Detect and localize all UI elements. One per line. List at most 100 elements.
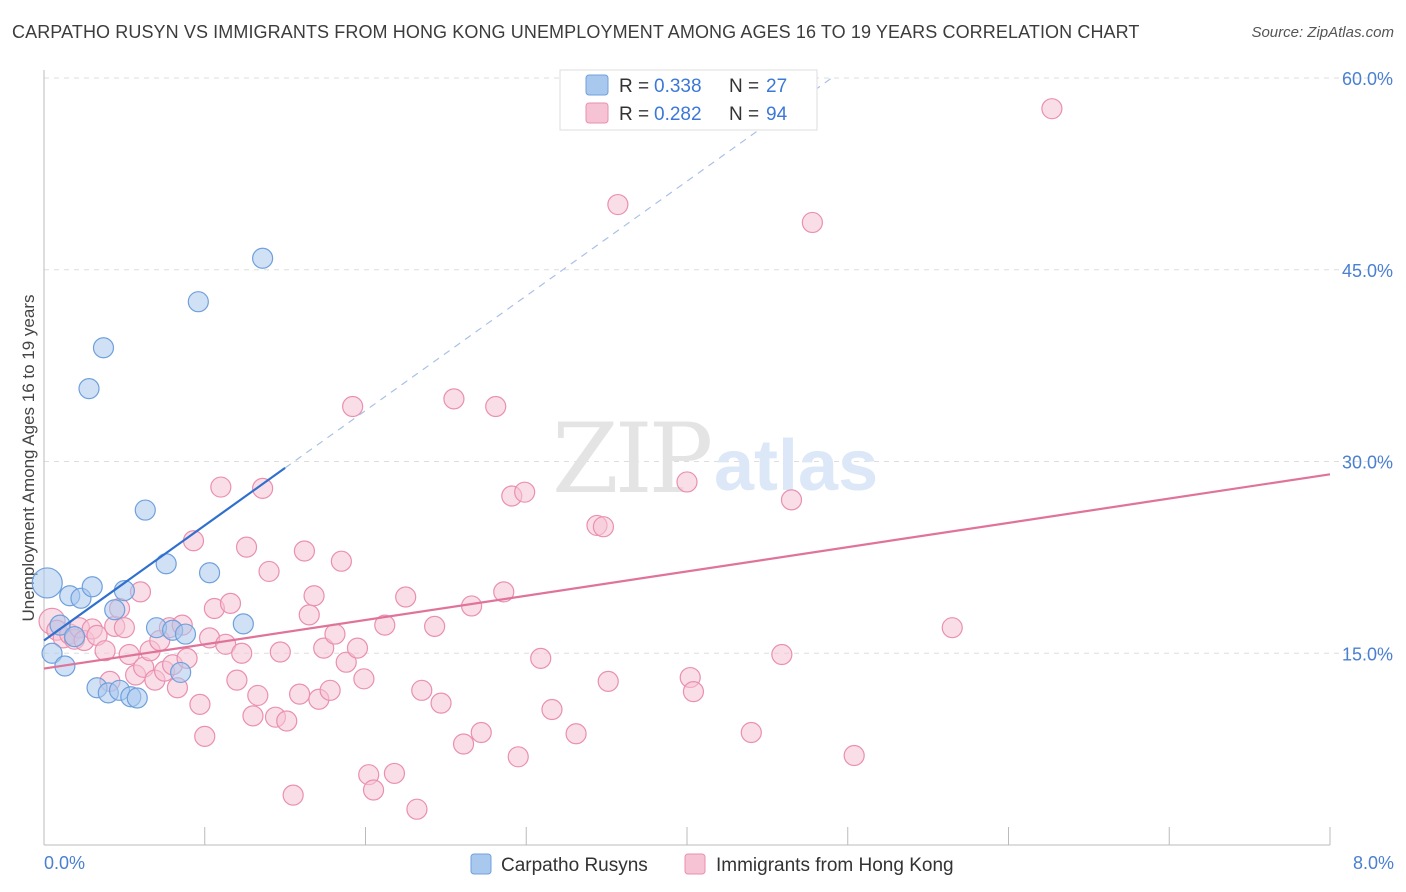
blue-point-25 bbox=[232, 613, 254, 635]
blue-point-1 bbox=[41, 642, 63, 664]
pink-point-90 bbox=[801, 211, 823, 234]
legend-n-label-blue: N = bbox=[729, 76, 759, 97]
pink-point-78 bbox=[530, 647, 552, 669]
pink-point-84 bbox=[676, 471, 698, 493]
trend-line-blue-extension bbox=[284, 77, 833, 469]
blue-point-0 bbox=[31, 567, 63, 599]
pink-point-79 bbox=[565, 723, 587, 745]
y-axis-label: Unemployment Among Ages 16 to 19 years bbox=[19, 295, 38, 622]
chart-title: CARPATHO RUSYN VS IMMIGRANTS FROM HONG K… bbox=[12, 22, 1140, 42]
legend-r-value-pink: 0.282 bbox=[654, 104, 702, 125]
pink-point-52 bbox=[319, 679, 341, 701]
pink-point-44 bbox=[276, 710, 298, 732]
y-tick-label-45: 45.0% bbox=[1342, 261, 1393, 281]
pink-point-47 bbox=[293, 540, 316, 562]
pink-point-61 bbox=[374, 614, 396, 636]
blue-point-2 bbox=[49, 614, 71, 636]
y-tick-label-30: 30.0% bbox=[1342, 453, 1393, 473]
blue-point-10 bbox=[92, 337, 115, 359]
pink-point-57 bbox=[346, 637, 369, 659]
bottom-legend-swatch-pink bbox=[684, 853, 706, 875]
pink-point-76 bbox=[514, 481, 536, 503]
legend-r-label-blue: R = bbox=[619, 76, 649, 97]
pink-point-53 bbox=[324, 623, 346, 645]
pink-point-41 bbox=[258, 560, 280, 583]
pink-point-37 bbox=[235, 536, 258, 558]
pink-point-55 bbox=[335, 651, 357, 673]
y-tick-label-60: 60.0% bbox=[1342, 69, 1393, 89]
pink-point-64 bbox=[406, 798, 428, 820]
blue-point-8 bbox=[81, 576, 103, 598]
pink-point-81 bbox=[592, 516, 615, 538]
blue-point-12 bbox=[104, 599, 126, 621]
pink-point-66 bbox=[424, 615, 446, 638]
pink-point-29 bbox=[194, 725, 216, 747]
pink-point-82 bbox=[597, 670, 619, 692]
pink-point-43 bbox=[269, 641, 291, 663]
pink-point-13 bbox=[113, 617, 135, 639]
blue-point-26 bbox=[252, 247, 274, 269]
pink-point-92 bbox=[941, 617, 963, 639]
legend-box: R = 0.338 N = 27 R = 0.282 N = 94 bbox=[559, 69, 818, 131]
blue-point-7 bbox=[78, 378, 100, 400]
watermark-zip: ZIP bbox=[552, 403, 711, 515]
pink-point-28 bbox=[189, 693, 211, 715]
trend-line-pink bbox=[43, 473, 1331, 670]
legend-r-value-blue: 0.338 bbox=[654, 76, 702, 97]
pink-point-35 bbox=[226, 669, 248, 691]
blue-point-23 bbox=[187, 291, 209, 313]
pink-point-34 bbox=[219, 592, 242, 614]
pink-point-62 bbox=[383, 762, 406, 785]
pink-point-93 bbox=[1041, 98, 1063, 120]
pink-point-63 bbox=[395, 586, 417, 608]
series-carpatho-rusyns-points bbox=[31, 247, 274, 709]
pink-point-75 bbox=[507, 746, 529, 768]
pink-point-40 bbox=[252, 477, 274, 499]
legend-swatch-pink bbox=[585, 102, 609, 124]
blue-point-21 bbox=[170, 661, 192, 684]
blue-point-5 bbox=[63, 626, 86, 648]
x-tick-label-min: 0.0% bbox=[44, 853, 85, 873]
pink-point-39 bbox=[247, 684, 269, 707]
trend-line-blue bbox=[43, 466, 286, 642]
pink-point-65 bbox=[411, 679, 433, 701]
bottom-legend-swatch-blue bbox=[470, 853, 492, 875]
x-axis-ticks bbox=[43, 827, 1331, 845]
pink-point-72 bbox=[485, 395, 507, 418]
blue-point-17 bbox=[134, 499, 156, 521]
pink-point-71 bbox=[470, 721, 492, 744]
pink-point-86 bbox=[682, 680, 705, 703]
legend-swatch-blue bbox=[585, 74, 609, 96]
pink-point-60 bbox=[362, 779, 385, 801]
blue-point-22 bbox=[174, 623, 197, 645]
pink-point-9 bbox=[94, 640, 116, 662]
bottom-legend: Carpatho Rusyns Immigrants from Hong Kon… bbox=[470, 853, 954, 876]
pink-point-51 bbox=[313, 637, 335, 659]
pink-point-67 bbox=[430, 692, 452, 714]
source-label: Source: ZipAtlas.com bbox=[1251, 24, 1394, 41]
pink-point-69 bbox=[452, 733, 475, 755]
blue-point-16 bbox=[126, 687, 148, 709]
pink-point-32 bbox=[210, 476, 232, 498]
series-immigrants-hong-kong-points bbox=[38, 98, 1063, 820]
pink-point-89 bbox=[780, 489, 803, 511]
pink-point-87 bbox=[740, 721, 762, 744]
pink-point-88 bbox=[771, 643, 793, 666]
pink-point-91 bbox=[843, 744, 865, 767]
legend-n-value-pink: 94 bbox=[766, 104, 788, 125]
pink-point-49 bbox=[303, 585, 325, 607]
pink-point-73 bbox=[493, 581, 515, 603]
pink-point-83 bbox=[607, 193, 629, 216]
pink-point-68 bbox=[443, 388, 465, 410]
pink-point-58 bbox=[353, 668, 375, 690]
pink-point-36 bbox=[231, 642, 253, 664]
pink-point-38 bbox=[242, 705, 264, 727]
bottom-legend-label-carpatho-rusyns: Carpatho Rusyns bbox=[501, 855, 648, 876]
legend-n-label-pink: N = bbox=[729, 104, 759, 125]
pink-point-46 bbox=[288, 683, 311, 705]
y-axis-tick-labels: 15.0% 30.0% 45.0% 60.0% bbox=[1342, 69, 1393, 664]
y-tick-label-15: 15.0% bbox=[1342, 644, 1393, 664]
pink-point-77 bbox=[541, 698, 563, 721]
x-tick-label-max: 8.0% bbox=[1353, 853, 1394, 873]
